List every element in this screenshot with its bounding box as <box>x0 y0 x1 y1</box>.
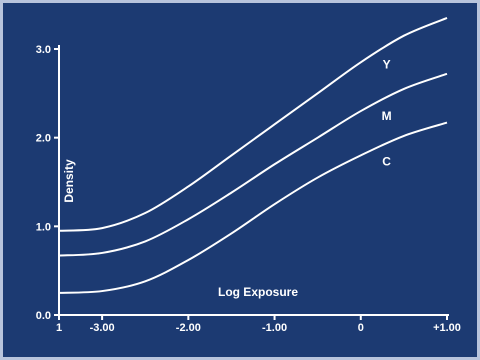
curves <box>58 17 448 294</box>
curve-c <box>58 121 448 294</box>
x-ticks: 1 -3.00 -2.00 -1.00 0 +1.00 <box>56 315 461 334</box>
series-label-y: Y <box>383 57 391 71</box>
x-tick-label: +1.00 <box>433 322 461 334</box>
x-tick-label: -3.00 <box>90 322 115 334</box>
x-tick-label: -2.00 <box>176 322 201 334</box>
x-tick-label: 0 <box>358 322 364 334</box>
series-label-m: M <box>382 109 392 123</box>
x-tick-label: -1.00 <box>262 322 287 334</box>
y-tick-label: 2.0 <box>36 133 51 145</box>
y-ticks: 0.0 1.0 2.0 3.0 <box>36 44 59 322</box>
series-labels: Y M C <box>382 57 392 168</box>
y-tick-label: 0.0 <box>36 310 51 322</box>
series-label-c: C <box>382 155 391 169</box>
curve-y <box>58 17 448 232</box>
y-axis-title: Density <box>62 159 76 203</box>
x-tick-label: 1 <box>56 322 62 334</box>
y-tick-label: 3.0 <box>36 44 51 56</box>
density-chart: 0.01.02.03.0 1 -3.00 -2.00 -1.00 0 +1.00 YMC … <box>36 17 461 334</box>
x-axis-title: Log Exposure <box>218 285 298 299</box>
y-tick-label: 1.0 <box>36 221 51 233</box>
curve-m <box>58 72 448 257</box>
